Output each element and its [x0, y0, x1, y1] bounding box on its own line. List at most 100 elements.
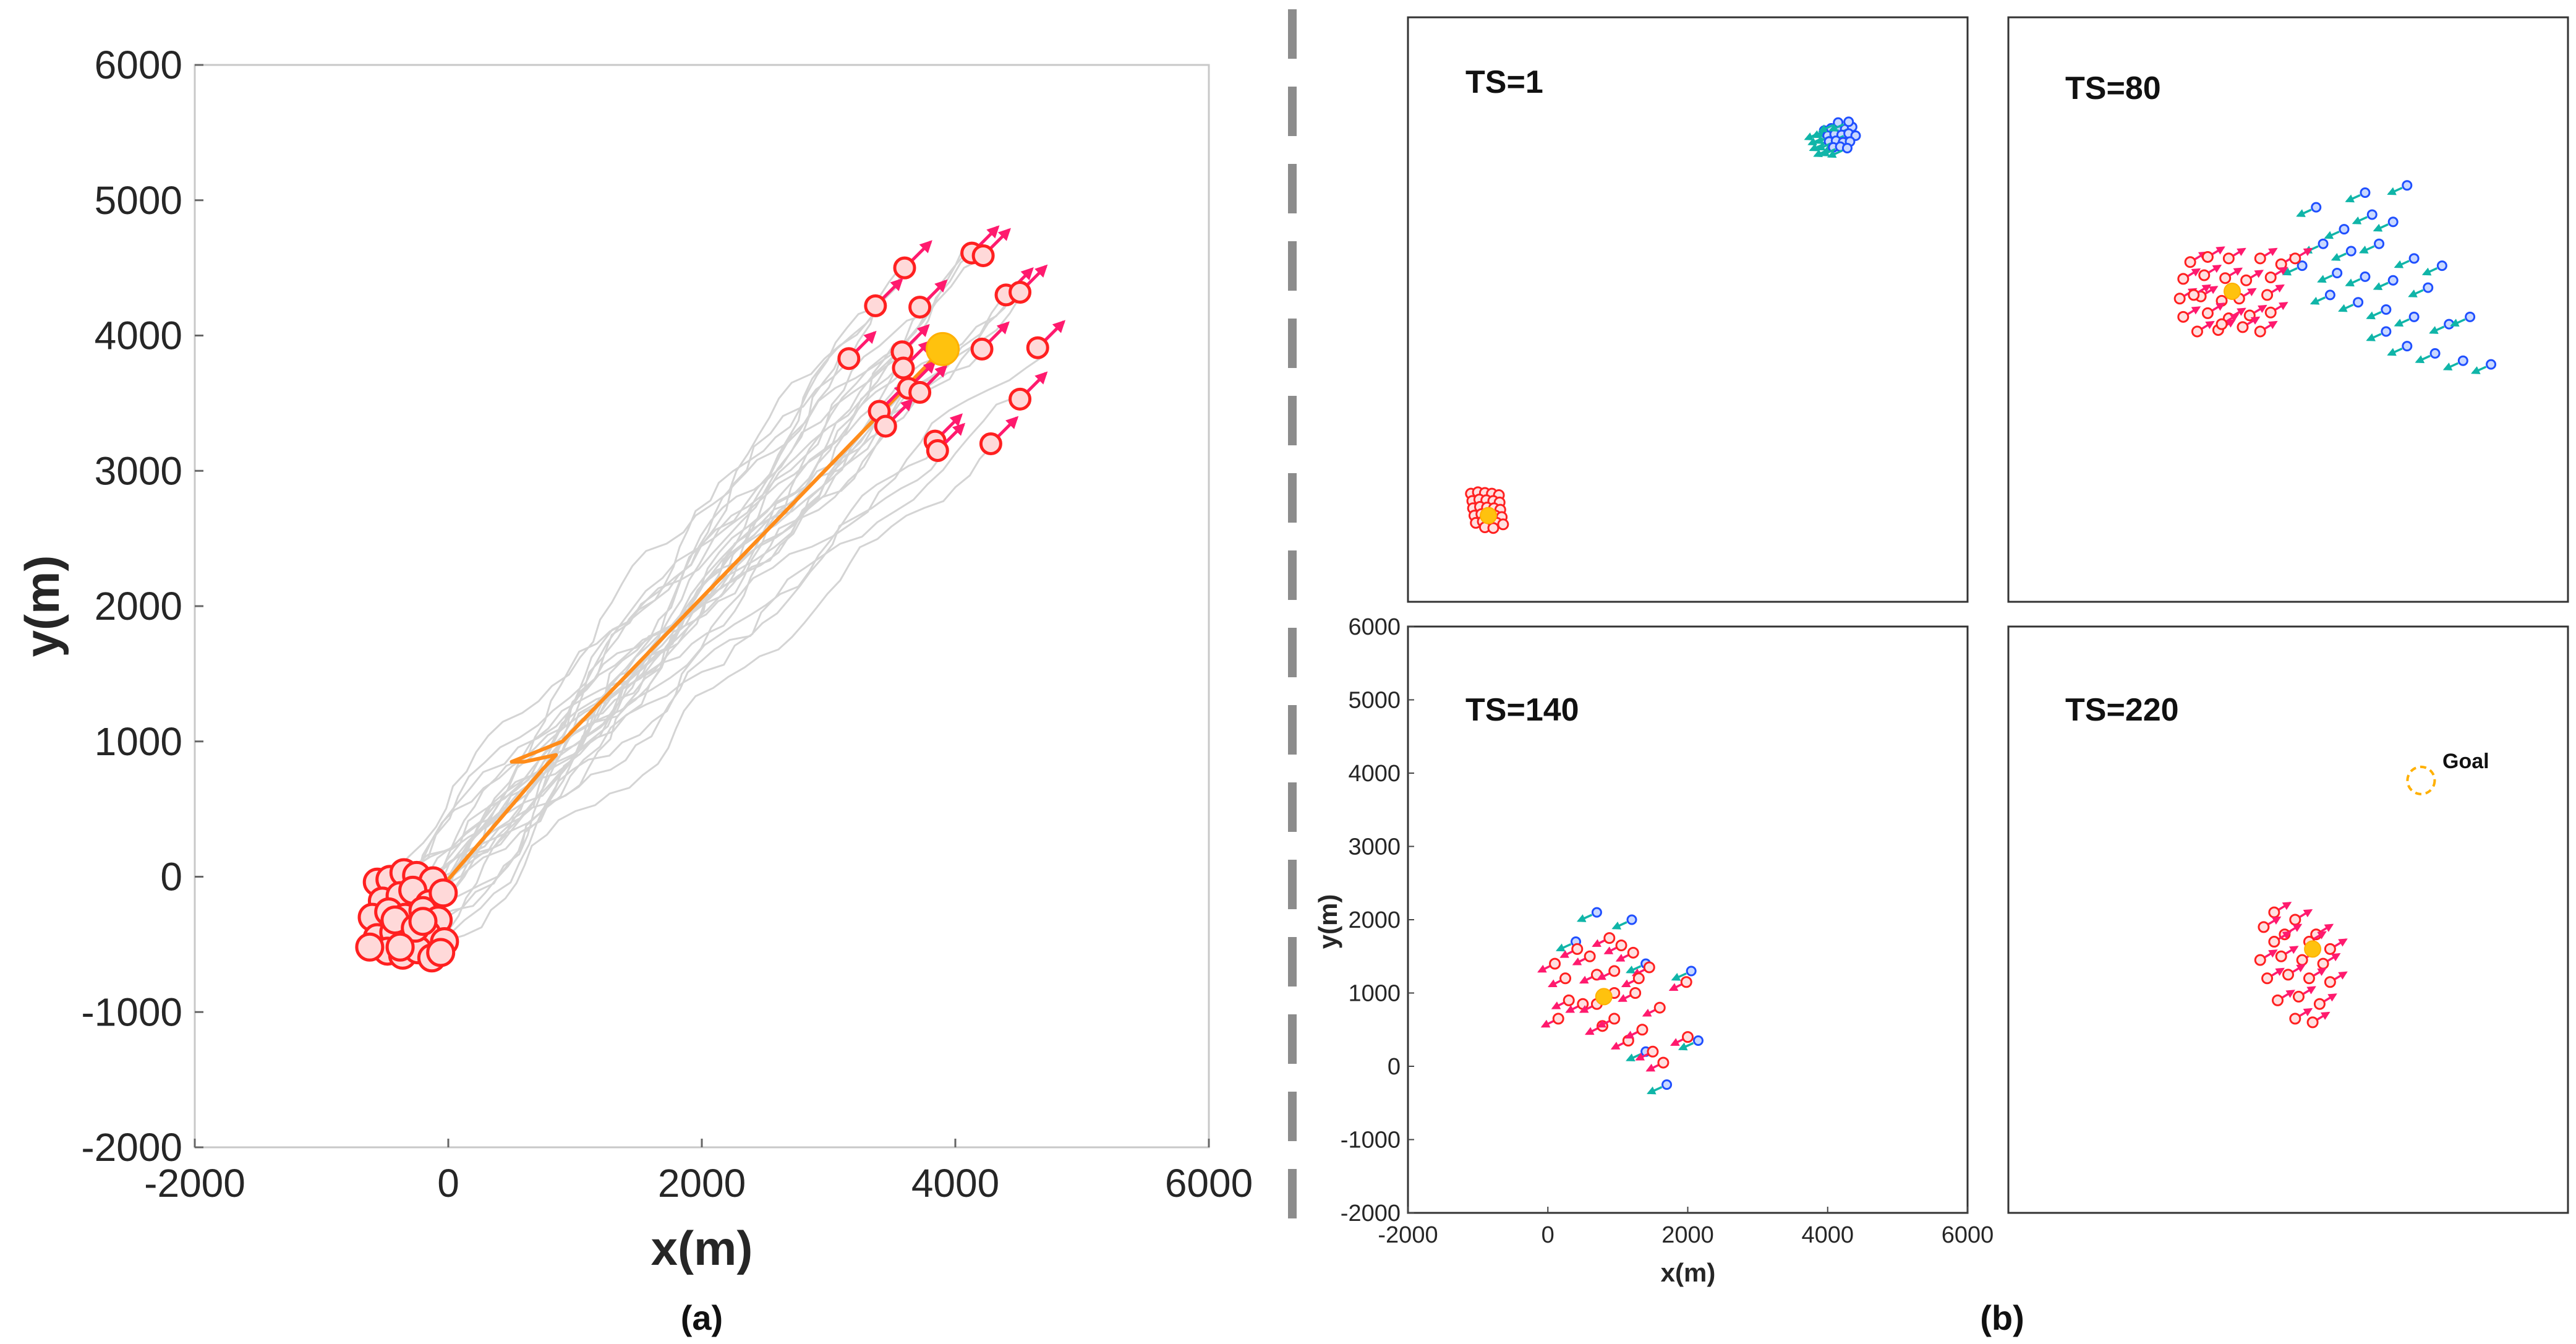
blue-heading-arrow [1611, 921, 1627, 930]
subplot-b2-marks [2173, 180, 2497, 374]
blue-agent-marker [2381, 304, 2392, 315]
y-tick-label: -1000 [81, 990, 182, 1034]
red-heading-arrow [1635, 1053, 1648, 1061]
red-agent-marker [2289, 1012, 2301, 1025]
red-heading-arrow [2299, 1008, 2313, 1017]
red-heading-arrow [1645, 1063, 1659, 1072]
red-agent-marker [2237, 321, 2249, 333]
subplot-ts220-box [2007, 625, 2569, 1214]
red-heading-arrow [1579, 1005, 1593, 1013]
red-agent-marker [2222, 252, 2235, 265]
blue-heading-arrow [2408, 289, 2424, 297]
red-agent-marker [2258, 921, 2270, 933]
blue-heading-arrow [2421, 267, 2438, 276]
blue-heading-arrow [2345, 278, 2361, 287]
red-heading-arrow [2212, 302, 2225, 312]
red-agent-marker [2243, 309, 2256, 322]
red-heading-arrow [2233, 247, 2246, 257]
end-agent-marker [908, 296, 932, 319]
subplot-ts140-ylabel: y(m) [1313, 894, 1342, 949]
subplot-ts80-label: TS=80 [2065, 71, 2161, 106]
blue-heading-arrow [2366, 310, 2382, 320]
blue-agent-marker [2402, 180, 2413, 191]
blue-agent-marker [2387, 275, 2399, 286]
red-heading-arrow [2201, 320, 2215, 330]
end-agent-marker [908, 380, 932, 404]
red-heading-arrow [2282, 990, 2295, 999]
red-agent-marker [2272, 994, 2284, 1006]
red-heading-arrow [2271, 284, 2285, 293]
subplot-b1-marks [1465, 116, 1861, 534]
blue-heading-arrow [2394, 318, 2410, 327]
end-agent-marker [837, 347, 861, 370]
blue-heading-arrow [2331, 252, 2347, 261]
start-agent-marker [408, 907, 438, 936]
red-heading-arrow [1624, 1030, 1638, 1039]
blue-agent-marker [2318, 238, 2329, 249]
subplot-b3-marks [1537, 907, 1704, 1095]
subplot-ts220-label: TS=220 [2065, 692, 2179, 728]
x-tick-label: 4000 [911, 1161, 999, 1205]
x-tick-label: 6000 [1165, 1161, 1253, 1205]
red-heading-arrow [2317, 1011, 2331, 1021]
red-heading-arrow [2254, 304, 2267, 314]
blue-heading-arrow [1576, 914, 1593, 922]
blue-heading-arrow [1828, 123, 1845, 132]
red-heading-arrow [1642, 1008, 1656, 1017]
blue-heading-arrow [2309, 296, 2326, 305]
blue-heading-arrow [2338, 304, 2354, 312]
blue-agent-marker [2408, 253, 2420, 264]
red-agent-marker [2254, 954, 2266, 966]
y-tick-label: 6000 [1348, 614, 1401, 640]
blue-heading-arrow [2387, 187, 2403, 195]
red-agent-marker [2296, 954, 2308, 966]
panel-b-caption: (b) [1980, 1298, 2024, 1337]
red-heading-arrow [1584, 1027, 1598, 1035]
blue-agent-marker [2360, 271, 2371, 282]
red-heading-arrow [2313, 931, 2327, 940]
blue-agent-marker [2297, 260, 2308, 272]
heading-arrow [910, 240, 932, 263]
red-agent-marker [2177, 273, 2190, 285]
red-agent-marker [2289, 252, 2301, 265]
y-tick-label: 3000 [1348, 834, 1401, 860]
red-agent-marker [1603, 932, 1616, 944]
red-heading-arrow [2285, 946, 2299, 954]
blue-agent-marker [1843, 116, 1854, 127]
y-tick-label: 1000 [95, 719, 182, 764]
x-tick-label: 2000 [1661, 1222, 1714, 1248]
red-heading-arrow [1579, 975, 1593, 984]
blue-heading-arrow [2345, 194, 2361, 203]
red-heading-arrow [1551, 1001, 1564, 1009]
x-tick-label: 6000 [1942, 1222, 1994, 1248]
red-heading-arrow [2278, 931, 2292, 940]
panel-a-ylabel: y(m) [15, 555, 69, 657]
end-agent-marker [892, 356, 915, 380]
blue-heading-arrow [2366, 333, 2382, 341]
red-agent-marker [2240, 274, 2253, 286]
start-agent-marker [429, 878, 458, 908]
y-tick-label: 5000 [95, 178, 182, 223]
red-heading-arrow [1548, 979, 1561, 988]
heading-arrow [881, 278, 903, 301]
red-agent-marker [2324, 943, 2336, 955]
blue-agent-marker [2387, 216, 2399, 228]
red-agent-marker [1629, 987, 1642, 999]
red-agent-marker [1608, 965, 1621, 977]
red-heading-arrow [2324, 993, 2337, 1002]
red-heading-arrow [2292, 964, 2306, 973]
red-agent-marker [1584, 950, 1596, 962]
red-agent-marker [2264, 306, 2277, 319]
blue-agent-marker [2332, 267, 2343, 278]
leader-marker [2224, 282, 2241, 300]
red-agent-marker [1577, 998, 1589, 1010]
red-heading-arrow [2247, 316, 2261, 325]
trajectory-line [417, 351, 843, 897]
y-tick-label: 1000 [1348, 981, 1401, 1007]
red-heading-arrow [2208, 264, 2222, 273]
trajectory-line [443, 364, 901, 895]
y-tick-label: 2000 [1348, 907, 1401, 933]
red-heading-arrow [1592, 939, 1605, 948]
heading-arrow [940, 413, 963, 436]
blue-agent-marker [1692, 1035, 1704, 1047]
